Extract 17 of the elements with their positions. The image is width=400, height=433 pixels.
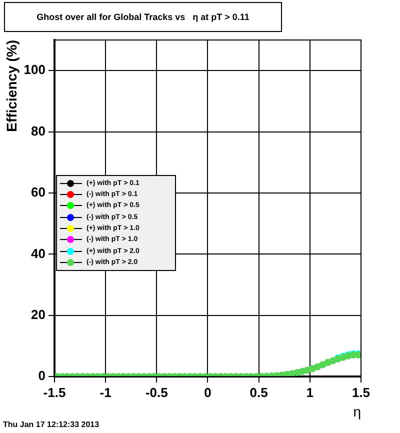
x-tick-label: -0.5 [145, 384, 168, 400]
y-tick-label: 60 [31, 184, 46, 200]
text: Thu Jan 17 12:12:33 2013 [3, 420, 100, 429]
x-tick-label: 1 [306, 384, 314, 400]
x-tick-label: 0 [204, 384, 212, 400]
x-tick-label: 1.5 [352, 384, 370, 400]
y-tick-label: 20 [31, 306, 46, 322]
x-tick-label: -1.5 [43, 384, 66, 400]
x-axis-title: η [353, 403, 361, 420]
x-tick-label: 0.5 [250, 384, 268, 400]
y-tick-label: 80 [31, 123, 46, 138]
y-tick-label: 40 [31, 246, 46, 261]
y-tick-label: 0 [38, 368, 46, 384]
y-tick-label: 100 [24, 62, 46, 78]
x-tick-label: -1 [100, 384, 112, 400]
chart-title: Ghost over all for Global Tracks vs η at pT > 0.11 [4, 2, 282, 32]
y-axis-title: Efficiency (%) [3, 40, 20, 132]
